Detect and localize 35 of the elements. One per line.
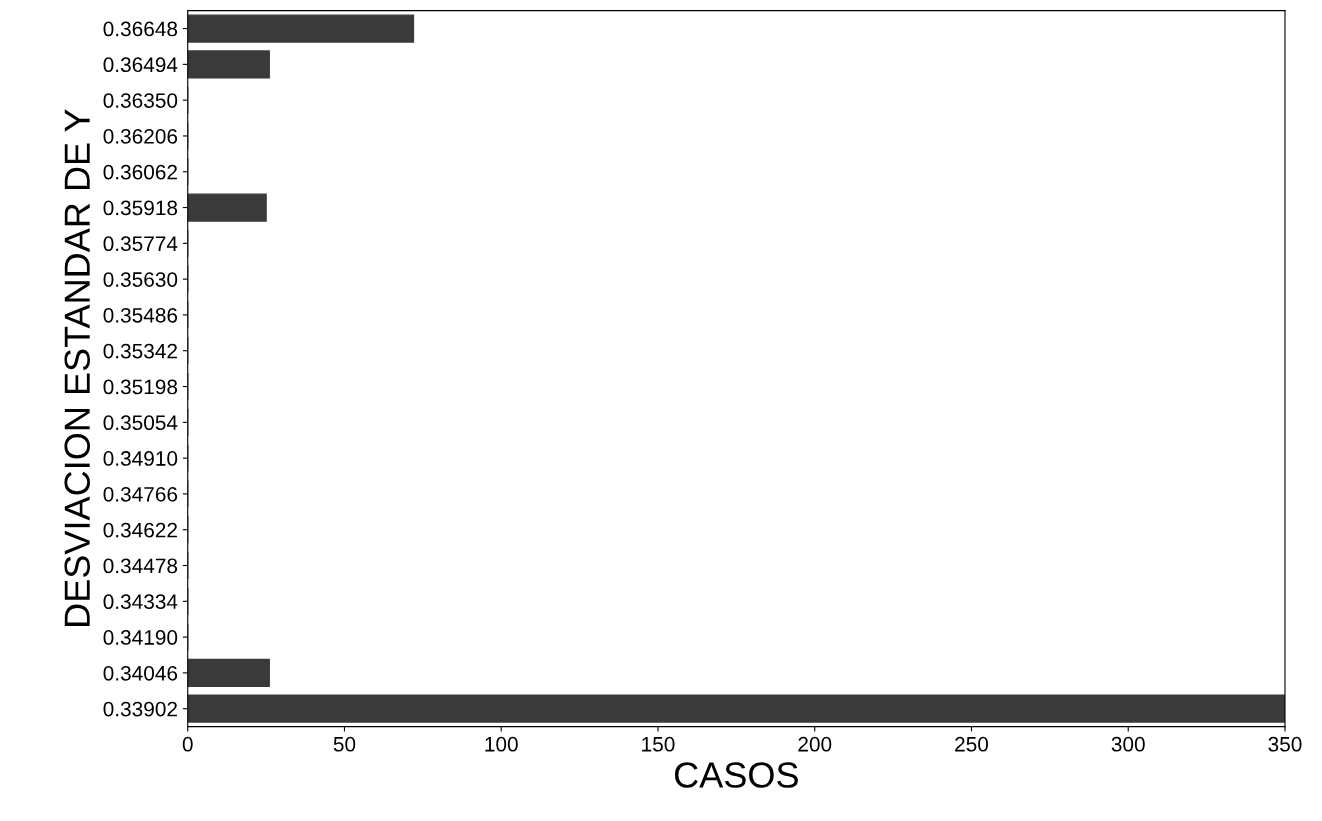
y-tick-label: 0.33902 <box>103 701 177 717</box>
y-tick-label: 0.34622 <box>103 522 177 538</box>
y-tick-label: 0.36494 <box>103 57 178 73</box>
y-tick-label: 0.34046 <box>103 665 178 681</box>
bar <box>187 50 270 79</box>
y-tick-label: 0.35918 <box>103 200 178 216</box>
y-tick-label: 0.35342 <box>103 343 177 359</box>
y-tick-label: 0.34910 <box>103 451 178 466</box>
bar <box>187 658 270 688</box>
x-tick-label: 300 <box>1111 736 1145 752</box>
y-tick-label: 0.36350 <box>103 93 178 108</box>
x-tick-label: 50 <box>333 736 356 752</box>
y-tick-label: 0.34190 <box>103 630 178 645</box>
bar <box>187 694 1285 723</box>
y-tick-label: 0.34766 <box>103 486 178 502</box>
x-tick-label: 150 <box>642 736 675 752</box>
y-tick-label: 0.34478 <box>103 558 178 574</box>
y-tick-label: 0.35198 <box>103 379 178 395</box>
y-tick-label: 0.34334 <box>103 594 178 610</box>
y-tick-label: 0.35774 <box>103 236 178 252</box>
y-tick-label: 0.35630 <box>103 272 178 287</box>
y-axis-title: DESVIACION ESTANDAR DE Y <box>64 109 91 626</box>
bar <box>187 14 415 43</box>
x-tick-label: 200 <box>798 736 832 752</box>
y-tick-label: 0.35486 <box>103 307 178 323</box>
y-tick-label: 0.35054 <box>103 415 178 431</box>
y-tick-label: 0.36206 <box>103 128 178 144</box>
y-tick-label: 0.36648 <box>103 21 178 37</box>
y-tick-label: 0.36062 <box>103 164 177 180</box>
x-tick-label: 250 <box>955 736 989 752</box>
bar <box>187 193 267 222</box>
x-tick-label: 100 <box>485 736 518 752</box>
x-tick-label: 350 <box>1268 736 1302 752</box>
x-tick-label: 0 <box>182 736 193 752</box>
x-axis-title: CASOS <box>674 762 798 788</box>
